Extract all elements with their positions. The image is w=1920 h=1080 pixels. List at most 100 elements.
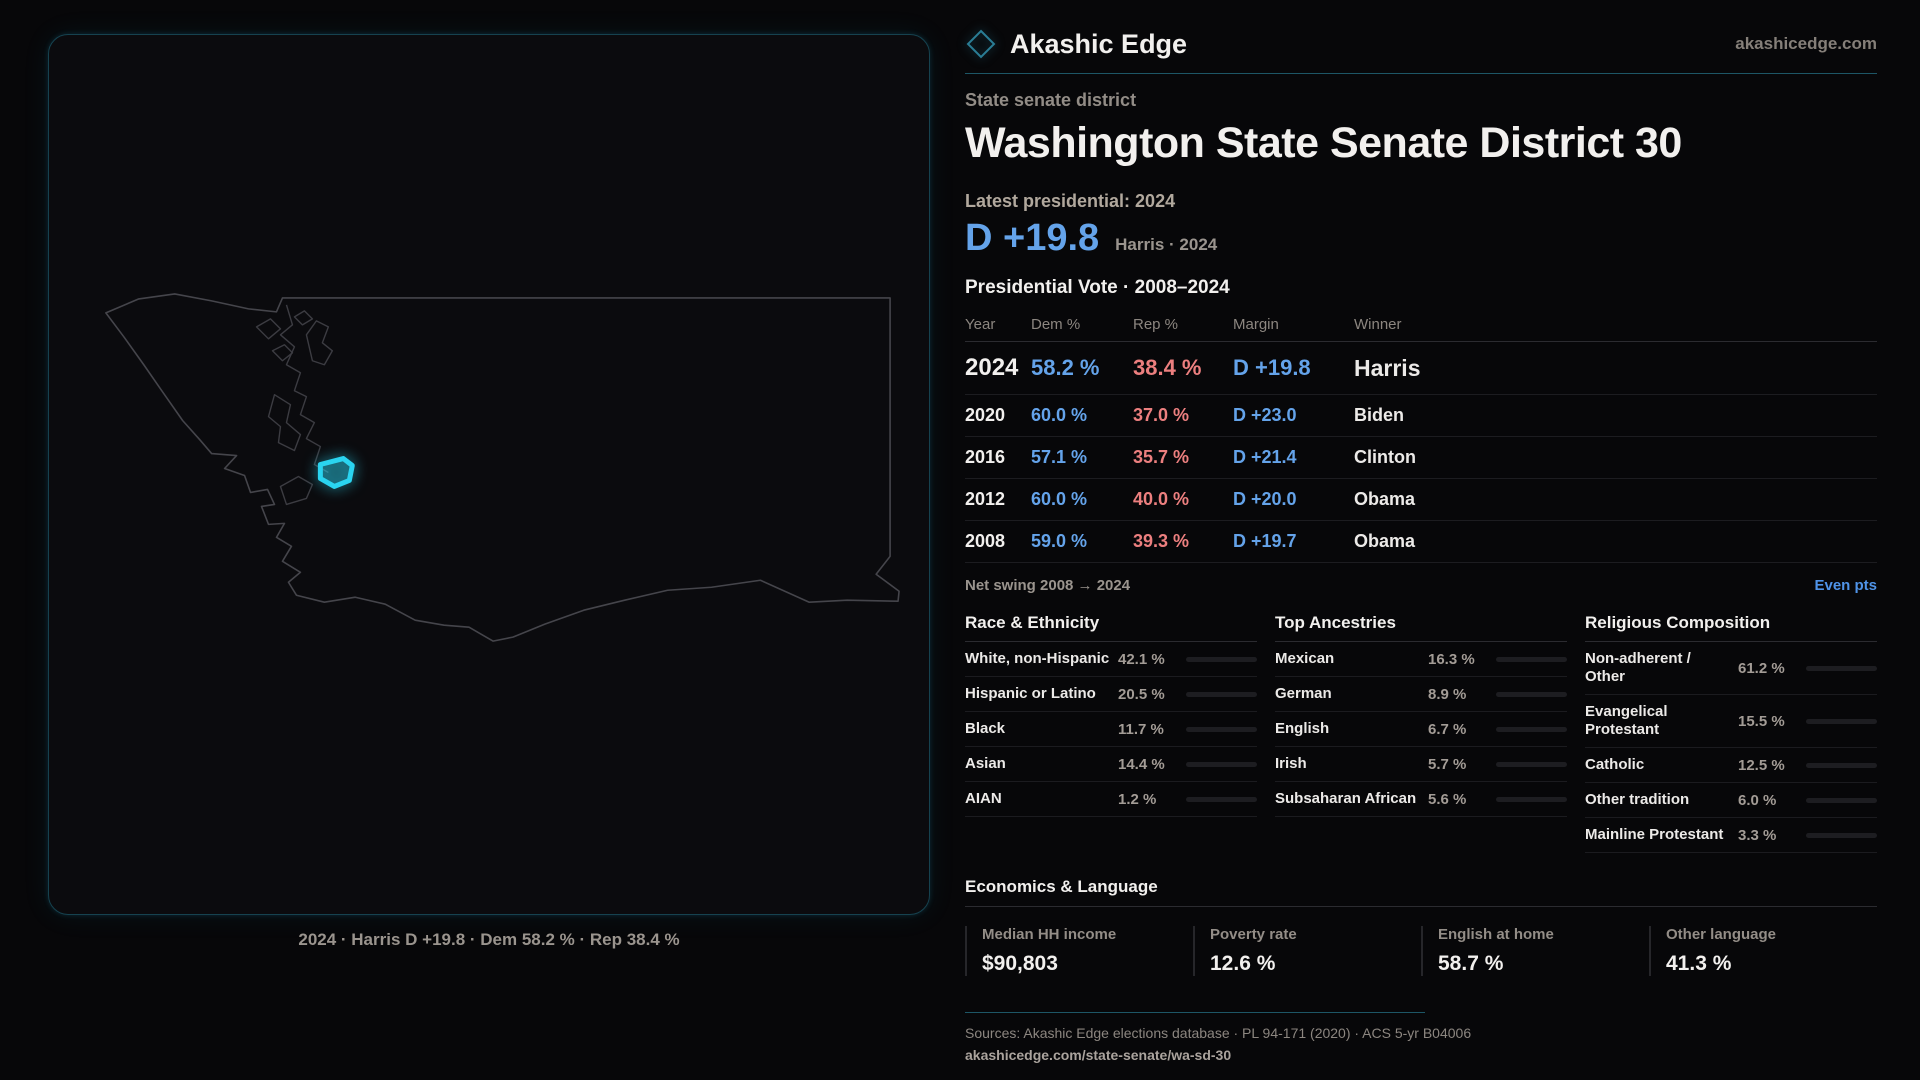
demo-value: 61.2 % [1738, 659, 1785, 677]
brand-diamond-icon [966, 29, 996, 59]
cell-winner: Obama [1354, 531, 1416, 551]
stat-label: Other language [1666, 926, 1777, 943]
cell-winner: Obama [1354, 489, 1416, 509]
demo-label: Asian [965, 755, 1006, 772]
cell-dem: 59.0 % [1031, 531, 1088, 551]
mini-bar [1496, 796, 1567, 802]
mini-bar [1806, 665, 1877, 671]
demo-value: 3.3 % [1738, 826, 1777, 844]
cell-margin: D +19.8 [1233, 355, 1311, 380]
cell-rep: 37.0 % [1133, 405, 1190, 425]
mini-bar [1806, 762, 1877, 768]
ancestries-column: Top Ancestries Mexican 16.3 % German 8.9… [1275, 613, 1567, 817]
puget-sound-detail [279, 304, 329, 474]
list-item: Other tradition 6.0 % [1585, 783, 1877, 818]
mini-bar [1186, 726, 1257, 732]
demo-value: 11.7 % [1118, 720, 1164, 738]
demo-value: 15.5 % [1738, 712, 1785, 730]
demo-value: 42.1 % [1118, 650, 1165, 668]
vote-table-title: Presidential Vote · 2008–2024 [965, 277, 1230, 298]
list-item: Irish 5.7 % [1275, 747, 1567, 782]
list-item: Evangelical Protestant 15.5 % [1585, 695, 1877, 748]
brand-domain-link[interactable]: akashicedge.com [1735, 34, 1877, 53]
cell-dem: 60.0 % [1031, 405, 1088, 425]
stat-value: 41.3 % [1666, 952, 1732, 975]
cell-rep: 35.7 % [1133, 447, 1190, 467]
demo-label: Irish [1275, 755, 1307, 772]
footer-divider [965, 1012, 1425, 1013]
stat-value: 12.6 % [1210, 952, 1276, 975]
section-title: Race & Ethnicity [965, 613, 1257, 642]
cell-dem: 60.0 % [1031, 489, 1088, 509]
mini-bar [1496, 691, 1567, 697]
cell-year: 2024 [965, 354, 1019, 381]
demo-label: Mexican [1275, 650, 1335, 667]
col-dem: Dem % [1031, 316, 1081, 333]
district-map-panel [48, 34, 930, 915]
demo-value: 14.4 % [1118, 755, 1165, 773]
list-item: English 6.7 % [1275, 712, 1567, 747]
mini-bar [1806, 797, 1877, 803]
demo-label: White, non-Hispanic [965, 650, 1110, 667]
demo-label: AIAN [965, 790, 1002, 807]
demo-value: 5.7 % [1428, 755, 1467, 773]
list-item: Subsaharan African 5.6 % [1275, 782, 1567, 817]
col-rep: Rep % [1133, 316, 1179, 333]
headline-margin: D +19.8 Harris · 2024 [965, 217, 1877, 260]
mini-bar [1496, 726, 1567, 732]
list-item: German 8.9 % [1275, 677, 1567, 712]
race-ethnicity-column: Race & Ethnicity White, non-Hispanic 42.… [965, 613, 1257, 817]
kicker: State senate district [965, 90, 1137, 110]
demographics-grid: Race & Ethnicity White, non-Hispanic 42.… [965, 613, 1877, 853]
demo-label: Black [965, 720, 1006, 737]
stat-block: Other language 41.3 % [1649, 926, 1877, 976]
net-swing-label: Net swing 2008 → 2024 [965, 577, 1131, 594]
mini-bar [1496, 761, 1567, 767]
list-item: Non-adherent / Other 61.2 % [1585, 642, 1877, 695]
stat-label: English at home [1438, 926, 1554, 943]
mini-bar [1186, 761, 1257, 767]
state-outline [105, 293, 900, 642]
footer: Sources: Akashic Edge elections database… [965, 1012, 1877, 1063]
district-highlight[interactable] [317, 456, 355, 489]
list-item: Asian 14.4 % [965, 747, 1257, 782]
stat-value: $90,803 [982, 952, 1058, 975]
cell-margin: D +23.0 [1233, 405, 1297, 425]
list-item: White, non-Hispanic 42.1 % [965, 642, 1257, 677]
cell-rep: 39.3 % [1133, 531, 1190, 551]
island-detail [255, 310, 334, 506]
stat-value: 58.7 % [1438, 952, 1504, 975]
cell-winner: Biden [1354, 405, 1405, 425]
demo-label: Mainline Protestant [1585, 826, 1724, 843]
cell-margin: D +19.7 [1233, 531, 1297, 551]
demo-value: 5.6 % [1428, 790, 1467, 808]
demo-value: 6.7 % [1428, 720, 1467, 738]
mini-bar [1806, 718, 1877, 724]
mini-bar [1186, 691, 1257, 697]
table-row: 2020 60.0 % 37.0 % D +23.0 Biden [965, 395, 1877, 437]
table-row: 2016 57.1 % 35.7 % D +21.4 Clinton [965, 437, 1877, 479]
table-row: 2008 59.0 % 39.3 % D +19.7 Obama [965, 521, 1877, 563]
vote-table: Year Dem % Rep % Margin Winner 2024 58.2… [965, 308, 1877, 563]
sources-text: Sources: Akashic Edge elections database… [965, 1025, 1472, 1041]
cell-dem: 58.2 % [1031, 355, 1100, 380]
detail-panel: Akashic Edge akashicedge.com State senat… [965, 28, 1877, 1063]
list-item: Catholic 12.5 % [1585, 748, 1877, 783]
list-item: Mainline Protestant 3.3 % [1585, 818, 1877, 853]
list-item: AIAN 1.2 % [965, 782, 1257, 817]
cell-year: 2008 [965, 531, 1006, 551]
brand-name: Akashic Edge [1010, 28, 1188, 59]
even-pts-link[interactable]: Even pts [1814, 577, 1877, 594]
religion-column: Religious Composition Non-adherent / Oth… [1585, 613, 1877, 853]
footer-link[interactable]: akashicedge.com/state-senate/wa-sd-30 [965, 1047, 1232, 1063]
cell-year: 2016 [965, 447, 1006, 467]
list-item: Mexican 16.3 % [1275, 642, 1567, 677]
demo-label: Other tradition [1585, 791, 1690, 808]
demo-value: 6.0 % [1738, 791, 1777, 809]
demo-label: English [1275, 720, 1330, 737]
col-winner: Winner [1354, 316, 1402, 333]
demo-label: Catholic [1585, 756, 1645, 773]
vote-table-header: Year Dem % Rep % Margin Winner [965, 308, 1877, 342]
economics-section: Economics & Language Median HH income $9… [965, 877, 1877, 976]
col-year: Year [965, 316, 996, 333]
